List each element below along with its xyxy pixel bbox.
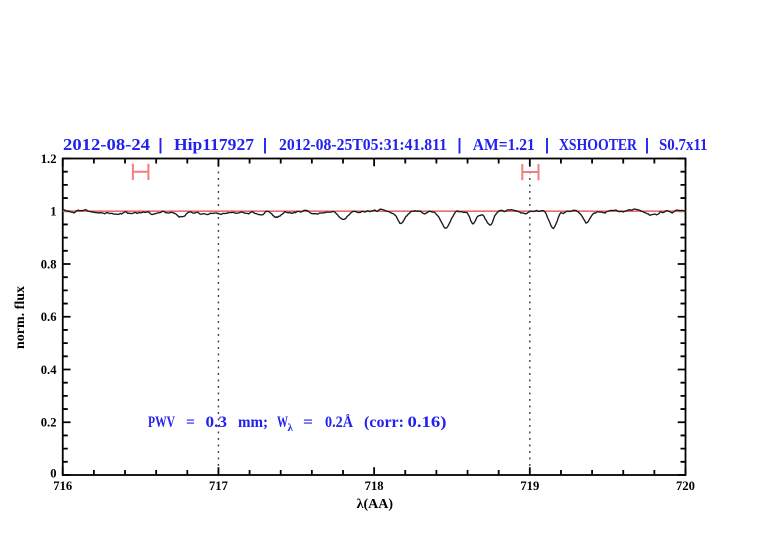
svg-text:norm. flux: norm. flux: [13, 286, 28, 349]
svg-text:1.2: 1.2: [41, 152, 57, 166]
svg-text:=: =: [186, 414, 195, 431]
svg-text:=: =: [303, 414, 313, 431]
svg-text:719: 719: [520, 479, 539, 493]
svg-text:|: |: [262, 135, 268, 154]
svg-text:|: |: [544, 135, 550, 154]
svg-text:2012-08-24: 2012-08-24: [63, 135, 150, 154]
svg-text:717: 717: [209, 479, 228, 493]
svg-text:PWV: PWV: [148, 414, 175, 431]
svg-text:2012-08-25T05:31:41.811: 2012-08-25T05:31:41.811: [279, 135, 447, 154]
svg-text:mm;: mm;: [238, 414, 268, 431]
svg-text:1: 1: [50, 205, 56, 219]
svg-text:0.4: 0.4: [41, 363, 57, 377]
svg-text:|: |: [644, 135, 650, 154]
svg-text:0.2Å: 0.2Å: [325, 413, 353, 431]
svg-text:0.16): 0.16): [408, 414, 447, 431]
svg-text:0.2: 0.2: [41, 416, 57, 430]
svg-text:AM=1.21: AM=1.21: [473, 135, 535, 154]
svg-text:0.8: 0.8: [41, 257, 57, 271]
svg-text:0.6: 0.6: [41, 310, 57, 324]
svg-text:Hip117927: Hip117927: [174, 135, 254, 154]
svg-text:λ(AA): λ(AA): [357, 497, 394, 512]
svg-text:(corr:: (corr:: [364, 414, 404, 431]
svg-text:|: |: [158, 135, 164, 154]
svg-text:0.3: 0.3: [206, 414, 228, 431]
svg-text:718: 718: [365, 479, 384, 493]
svg-text:λ: λ: [288, 422, 294, 434]
svg-text:|: |: [457, 135, 463, 154]
svg-text:716: 716: [53, 479, 72, 493]
svg-text:W: W: [277, 414, 288, 431]
svg-text:XSHOOTER: XSHOOTER: [559, 135, 638, 154]
svg-text:0: 0: [50, 466, 56, 480]
svg-text:720: 720: [676, 479, 695, 493]
svg-text:S0.7x11: S0.7x11: [659, 135, 708, 154]
